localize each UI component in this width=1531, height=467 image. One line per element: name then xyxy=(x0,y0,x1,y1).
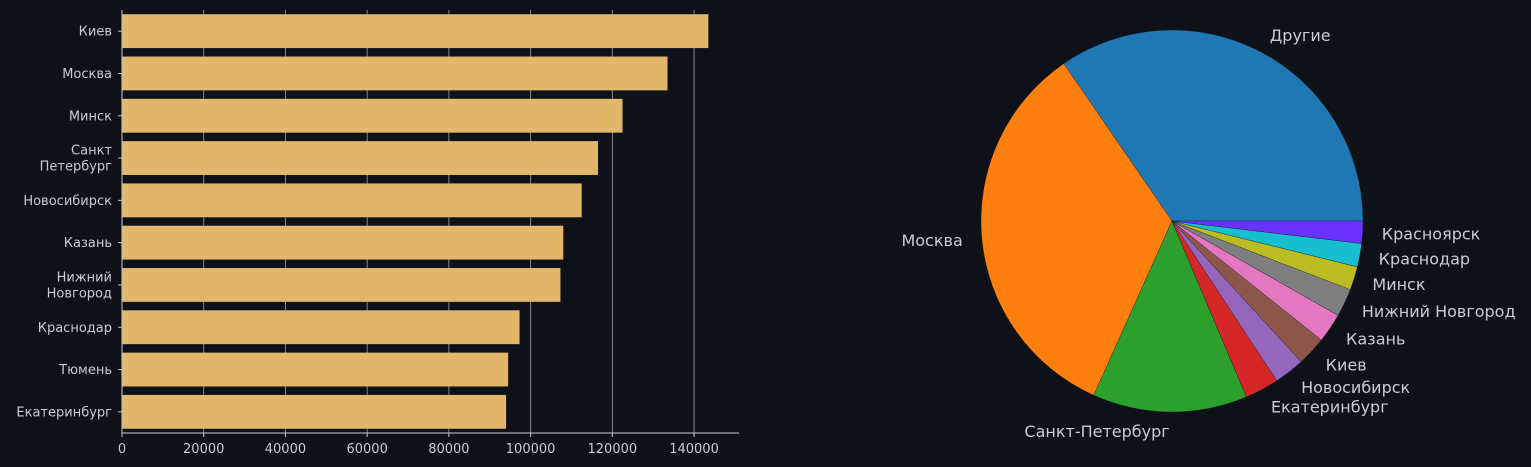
y-tick-label: Санкт Петербург xyxy=(40,144,113,175)
y-tick-label: Киев xyxy=(79,25,112,40)
x-tick-label: 120000 xyxy=(588,442,638,457)
pie-label: Другие xyxy=(1270,26,1331,45)
bar xyxy=(122,98,623,133)
y-tick-label: Краснодар xyxy=(38,321,112,336)
bar xyxy=(122,14,709,49)
x-tick-label: 140000 xyxy=(669,442,719,457)
bar xyxy=(122,394,507,429)
pie-slice xyxy=(1063,29,1364,222)
pie-label: Минск xyxy=(1372,275,1425,294)
pie-label: Краснодар xyxy=(1379,250,1470,269)
bar xyxy=(122,141,599,175)
y-tick-label: Москва xyxy=(62,67,112,82)
pie-labels: ДругиеМоскваСанкт-ПетербургЕкатеринбургН… xyxy=(901,26,1515,441)
bar-ytick-labels: Киев Москва Минск Санкт Петербург Новосибирск… xyxy=(16,25,112,421)
pie-chart: ДругиеМоскваСанкт-ПетербургЕкатеринбургН… xyxy=(901,26,1515,441)
pie-label: Киев xyxy=(1326,355,1367,374)
bar-marks xyxy=(122,14,709,429)
y-tick-label: Нижний Новгород xyxy=(47,270,112,301)
bar-chart: Киев Москва Минск Санкт Петербург Новосибирск… xyxy=(16,10,739,457)
pie-slices xyxy=(980,29,1364,413)
pie-label: Новосибирск xyxy=(1301,378,1410,397)
bar xyxy=(122,310,520,345)
y-tick-label: Екатеринбург xyxy=(16,405,112,420)
bar xyxy=(122,56,668,91)
pie-slice xyxy=(980,63,1173,396)
x-tick-label: 100000 xyxy=(506,442,556,457)
pie-label: Казань xyxy=(1346,330,1405,349)
bar xyxy=(122,225,564,260)
bar-xtick-labels: 0 20000 40000 60000 80000 100000 120000 140000 xyxy=(118,442,719,457)
pie-label: Санкт-Петербург xyxy=(1024,422,1169,441)
bar-axes xyxy=(118,10,739,437)
pie-label: Москва xyxy=(901,231,962,250)
x-tick-label: 80000 xyxy=(428,442,469,457)
pie-label: Нижний Новгород xyxy=(1362,302,1516,321)
y-tick-label: Тюмень xyxy=(58,363,112,378)
bar xyxy=(122,183,582,218)
pie-slice xyxy=(1171,220,1364,244)
x-tick-label: 20000 xyxy=(183,442,224,457)
bar xyxy=(122,268,561,302)
x-tick-label: 40000 xyxy=(265,442,306,457)
y-tick-label: Новосибирск xyxy=(23,194,112,209)
bar xyxy=(122,352,509,387)
pie-label: Красноярск xyxy=(1382,224,1481,243)
x-tick-label: 0 xyxy=(118,442,126,457)
x-tick-label: 60000 xyxy=(346,442,387,457)
pie-label: Екатеринбург xyxy=(1271,397,1389,416)
pie-slice xyxy=(1093,220,1247,413)
y-tick-label: Минск xyxy=(69,109,112,124)
y-tick-label: Казань xyxy=(64,236,112,251)
